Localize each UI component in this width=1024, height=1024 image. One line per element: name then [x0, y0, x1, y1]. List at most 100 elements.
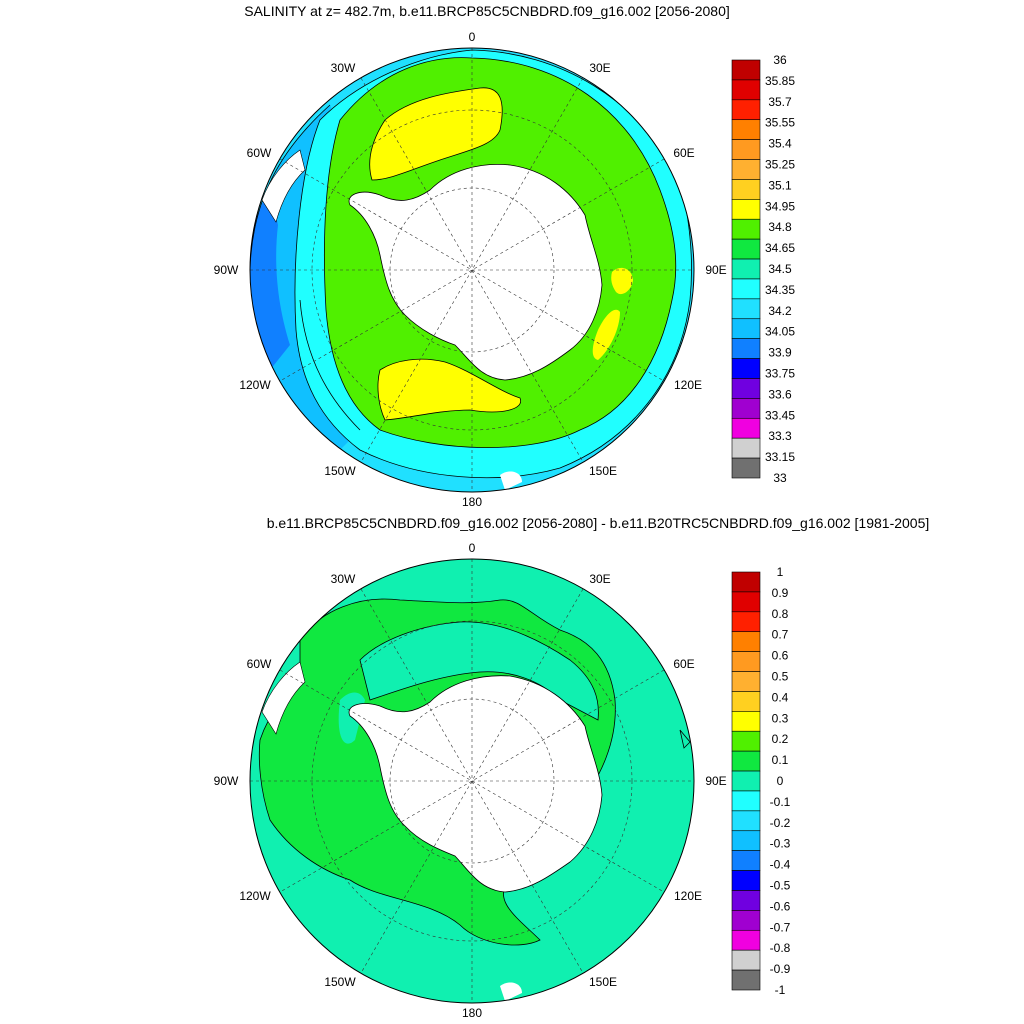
colorbar-swatch	[731, 969, 761, 991]
colorbar-swatch	[731, 278, 761, 300]
colorbar-swatch	[731, 258, 761, 280]
salinity-map	[249, 47, 695, 493]
colorbar-label: 34.8	[768, 220, 792, 234]
colorbar-swatch	[731, 591, 761, 613]
colorbar-swatch	[731, 417, 761, 439]
colorbar-swatch	[731, 691, 761, 712]
new-zealand-top	[500, 471, 522, 490]
antarctica-bottom	[348, 675, 603, 893]
colorbar-label: 35.55	[765, 116, 795, 130]
longitude-label: 120W	[239, 889, 271, 903]
colorbar-swatch	[731, 378, 761, 399]
band-33.9-34.05	[250, 190, 290, 370]
longitude-label: 180	[462, 1006, 482, 1020]
bottom-chart-title: b.e11.BRCP85C5CNBDRD.f09_g16.002 [2056-2…	[266, 515, 930, 531]
colorbar-swatch	[731, 119, 761, 140]
colorbar-swatch	[731, 59, 761, 81]
new-zealand-bottom	[500, 982, 522, 1001]
longitude-label: 60E	[673, 146, 694, 160]
colorbar-swatch	[731, 338, 761, 359]
colorbar-label: -0.4	[770, 858, 791, 872]
colorbar-label: -0.6	[770, 899, 791, 913]
colorbar-swatch	[731, 651, 761, 672]
core-weddell	[369, 87, 503, 180]
colorbar-swatch	[731, 910, 761, 931]
longitude-label: 120E	[674, 889, 702, 903]
longitude-label: 0	[469, 541, 476, 555]
south-america-top	[261, 149, 306, 223]
colorbar-label: -0.3	[770, 837, 791, 851]
colorbar-label: -0.8	[770, 941, 791, 955]
longitude-label: 150W	[324, 975, 356, 989]
colorbar-label: -0.9	[770, 962, 791, 976]
colorbar-label: 33.3	[768, 429, 792, 443]
colorbar-swatch	[731, 159, 761, 180]
colorbar-label: 34.5	[768, 262, 792, 276]
longitude-label: 30W	[331, 572, 356, 586]
colorbar-swatch	[731, 711, 761, 732]
longitude-label: 90E	[705, 774, 726, 788]
longitude-label: 60E	[673, 657, 694, 671]
colorbar-label: 35.1	[768, 178, 792, 192]
colorbar-label: -0.5	[770, 879, 791, 893]
colorbar-label: 0.3	[772, 711, 789, 725]
longitude-label: 30W	[331, 61, 356, 75]
colorbar-label: 35.7	[768, 95, 792, 109]
colorbar-label: 0.5	[772, 670, 789, 684]
colorbar-swatch	[731, 437, 761, 459]
colorbar-label: 36	[773, 53, 787, 67]
colorbar-swatch	[731, 850, 761, 871]
colorbar-swatch	[731, 770, 761, 792]
longitude-label: 60W	[247, 657, 272, 671]
colorbar-swatch	[731, 318, 761, 339]
core-east-b	[592, 309, 620, 360]
colorbar-label: 35.85	[765, 74, 795, 88]
colorbar-label: 33.45	[765, 408, 795, 422]
colorbar-swatch	[731, 139, 761, 160]
colorbar-swatch	[731, 671, 761, 692]
colorbar-label: 0.1	[772, 753, 789, 767]
colorbar-label: 0.4	[772, 690, 789, 704]
difference-map	[249, 558, 695, 1004]
colorbar-label: 0.6	[772, 649, 789, 663]
colorbar-label: 0.9	[772, 586, 789, 600]
longitude-label: 90E	[705, 263, 726, 277]
longitude-label: 90W	[214, 774, 239, 788]
colorbar-swatch	[731, 611, 761, 633]
colorbar-swatch	[731, 218, 761, 240]
colorbar-label: -0.1	[770, 795, 791, 809]
colorbar-label: 34.05	[765, 325, 795, 339]
colorbar-label: 34.95	[765, 199, 795, 213]
antarctica-top	[348, 164, 603, 381]
colorbar-swatch	[731, 398, 761, 419]
colorbar-swatch	[731, 199, 761, 220]
colorbar-swatch	[731, 830, 761, 851]
top-chart-title: SALINITY at z= 482.7m, b.e11.BRCP85C5CNB…	[244, 3, 730, 19]
longitude-label: 60W	[247, 146, 272, 160]
colorbar-label: 35.4	[768, 137, 792, 151]
longitude-label: 90W	[214, 263, 239, 277]
longitude-label: 150W	[324, 464, 356, 478]
longitude-label: 120W	[239, 378, 271, 392]
longitude-label: 120E	[674, 378, 702, 392]
colorbar-label: -0.7	[770, 920, 791, 934]
colorbar-swatch	[731, 730, 761, 752]
colorbar-swatch	[731, 298, 761, 320]
colorbar-label: 33.6	[768, 387, 792, 401]
colorbar-label: 33.75	[765, 367, 795, 381]
colorbar-label: 34.65	[765, 241, 795, 255]
colorbar-label: 35.25	[765, 158, 795, 172]
colorbar-swatch	[731, 99, 761, 121]
colorbar-label: 33	[773, 471, 787, 485]
colorbar-label: 0.7	[772, 628, 789, 642]
longitude-label: 150E	[589, 975, 617, 989]
colorbar-label: -1	[775, 983, 786, 997]
colorbar-label: 0	[777, 774, 784, 788]
negative-patch	[360, 621, 599, 720]
colorbar-label: 34.2	[768, 304, 792, 318]
longitude-label: 30E	[589, 61, 610, 75]
colorbar-swatch	[731, 949, 761, 971]
core-east-a	[611, 267, 633, 295]
colorbar-swatch	[731, 870, 761, 891]
